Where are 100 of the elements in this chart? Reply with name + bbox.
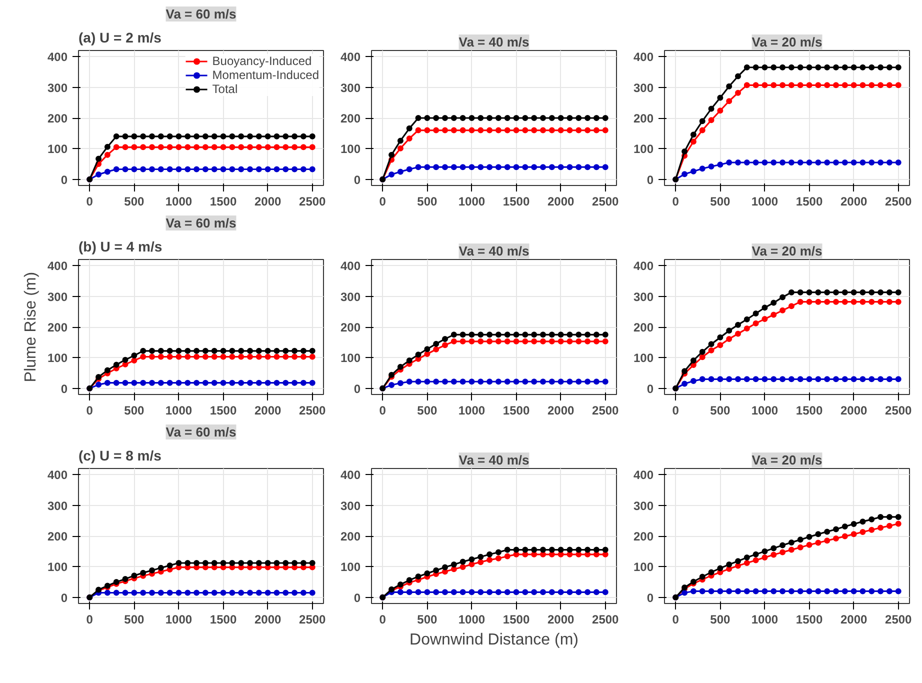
- point: [238, 590, 244, 596]
- point: [860, 289, 866, 296]
- point: [576, 589, 582, 596]
- point: [576, 115, 582, 121]
- x-tick-label: 1000: [458, 194, 486, 208]
- point: [194, 560, 200, 566]
- point: [450, 562, 457, 568]
- point: [593, 332, 600, 338]
- point: [806, 64, 812, 70]
- point: [478, 115, 484, 121]
- point: [548, 164, 555, 170]
- point: [726, 376, 732, 382]
- point: [292, 166, 298, 172]
- y-tick-label: 300: [633, 498, 654, 513]
- point: [513, 378, 520, 385]
- point: [752, 320, 759, 326]
- chart-title: Va = 60 m/s: [166, 6, 236, 22]
- point: [558, 127, 564, 134]
- point: [460, 589, 466, 596]
- point: [309, 354, 316, 360]
- point: [176, 590, 182, 596]
- point: [300, 380, 306, 386]
- point: [415, 115, 422, 121]
- point: [158, 590, 164, 596]
- point: [868, 588, 875, 594]
- x-tick-label: 1000: [751, 612, 778, 626]
- y-tick-label: 400: [633, 468, 654, 482]
- point: [895, 514, 902, 520]
- point: [513, 115, 520, 121]
- point: [708, 163, 714, 170]
- point: [282, 354, 289, 360]
- point: [468, 556, 475, 562]
- chart-subtitle: (a) U = 2 m/s: [78, 30, 162, 46]
- point: [752, 159, 759, 166]
- y-tick-label: 100: [47, 560, 68, 574]
- point: [442, 127, 448, 134]
- point: [895, 520, 902, 527]
- point: [406, 357, 412, 364]
- chart-title: Va = 40 m/s: [458, 452, 530, 468]
- point: [833, 289, 839, 296]
- point: [602, 127, 608, 134]
- point: [780, 376, 786, 382]
- point: [868, 376, 875, 382]
- point: [797, 82, 804, 88]
- point: [247, 133, 253, 140]
- point: [388, 152, 395, 158]
- point: [780, 307, 786, 314]
- point: [540, 378, 546, 385]
- point: [104, 144, 110, 150]
- point: [584, 338, 591, 344]
- point: [504, 115, 510, 121]
- point: [770, 588, 777, 594]
- point: [513, 164, 520, 170]
- x-tick-label: 1500: [502, 404, 530, 418]
- point: [797, 536, 804, 543]
- point: [131, 166, 138, 172]
- point: [770, 64, 777, 70]
- point: [576, 378, 582, 385]
- y-tick-label: 400: [47, 468, 68, 482]
- y-tick-label: 100: [340, 560, 361, 574]
- point: [566, 164, 573, 170]
- point: [388, 382, 395, 388]
- point: [699, 354, 706, 360]
- point: [184, 133, 191, 140]
- point: [274, 560, 280, 566]
- point: [797, 588, 804, 594]
- x-tick-label: 0: [379, 194, 386, 208]
- point: [468, 561, 475, 568]
- legend-label: Momentum-Induced: [212, 68, 319, 82]
- point: [113, 362, 120, 368]
- point: [274, 354, 280, 360]
- point: [300, 166, 306, 172]
- point: [406, 166, 412, 172]
- point: [780, 549, 786, 556]
- y-tick-label: 400: [340, 259, 361, 274]
- point: [806, 289, 812, 296]
- point: [433, 164, 440, 170]
- point: [842, 533, 848, 540]
- point: [504, 378, 510, 385]
- point: [184, 348, 191, 354]
- point: [256, 166, 262, 172]
- point: [300, 133, 306, 140]
- point: [104, 380, 110, 386]
- point: [735, 558, 741, 564]
- point: [256, 348, 262, 354]
- point: [699, 574, 706, 580]
- y-tick-label: 0: [646, 590, 654, 605]
- point: [406, 577, 412, 584]
- point: [593, 546, 600, 553]
- point: [584, 127, 591, 134]
- point: [548, 127, 555, 134]
- point: [878, 289, 884, 296]
- y-tick-label: 400: [340, 468, 361, 482]
- point: [602, 164, 608, 170]
- point: [531, 378, 538, 385]
- x-tick-label: 2500: [592, 404, 620, 418]
- point: [220, 560, 226, 566]
- x-tick-label: 2500: [885, 194, 912, 208]
- point: [433, 127, 440, 134]
- point: [238, 354, 244, 360]
